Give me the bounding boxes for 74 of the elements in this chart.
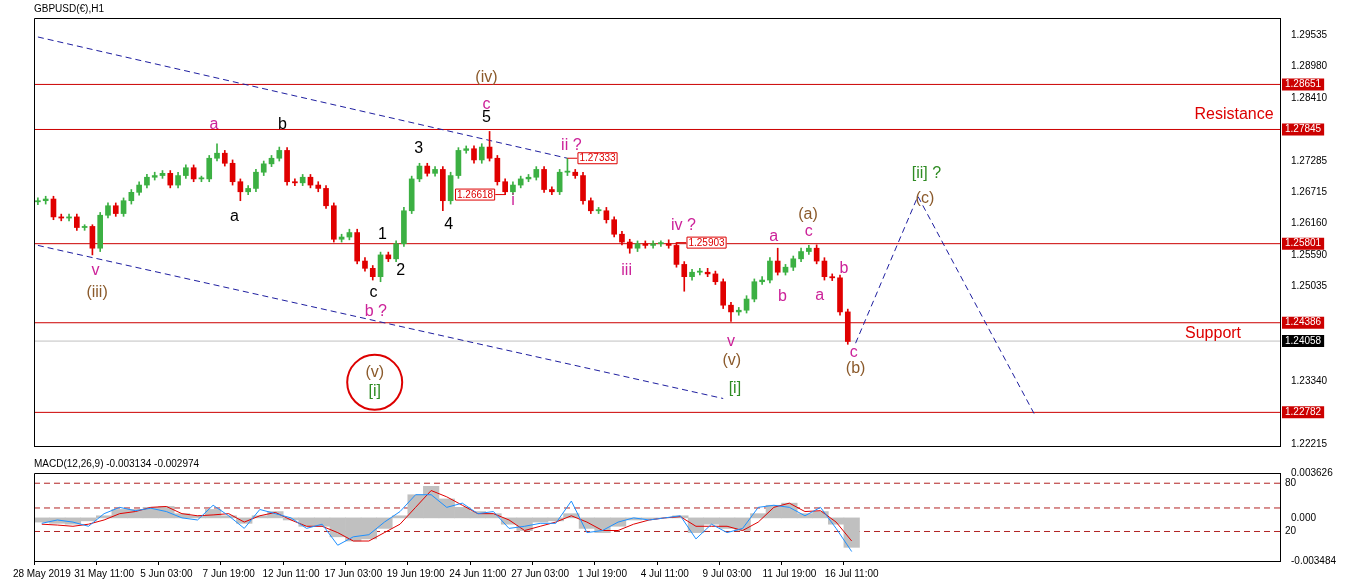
x-tick-label: 1 Jul 19:00 bbox=[578, 567, 628, 579]
annotation: a bbox=[815, 285, 825, 303]
y-tick-label: 1.26715 bbox=[1291, 186, 1328, 198]
annotation: 1.27333 bbox=[579, 152, 617, 164]
x-tick-label: 16 Jul 11:00 bbox=[824, 567, 879, 579]
annotation: c bbox=[849, 342, 858, 360]
annotation: [i] bbox=[368, 382, 381, 400]
x-tick-label: 27 Jun 03:00 bbox=[511, 567, 570, 579]
annotation: a bbox=[230, 207, 240, 225]
annotation: (a) bbox=[798, 204, 818, 222]
text: 80 bbox=[1285, 476, 1297, 488]
x-tick-label: 11 Jul 19:00 bbox=[762, 567, 817, 579]
y-tick-label: 1.28410 bbox=[1291, 91, 1328, 103]
annotation: i bbox=[511, 190, 515, 208]
ref-line-label: 1.24058 bbox=[1285, 334, 1322, 346]
annotation: (v) bbox=[722, 350, 742, 368]
y-tick-label: 1.23340 bbox=[1291, 374, 1328, 386]
ref-line-label: 1.27845 bbox=[1285, 123, 1322, 135]
annotation: iv ? bbox=[671, 215, 697, 233]
y-tick-label: 1.28980 bbox=[1291, 59, 1328, 71]
annotation: [ii] ? bbox=[911, 163, 942, 181]
ref-line-label: 1.28651 bbox=[1285, 78, 1322, 90]
y-tick-label: 1.25035 bbox=[1291, 280, 1328, 292]
y-tick-label: 0.003626 bbox=[1291, 466, 1334, 478]
x-tick-label: 7 Jun 19:00 bbox=[202, 567, 256, 579]
y-tick-label: 1.27285 bbox=[1291, 154, 1328, 166]
annotation: 1.25903 bbox=[688, 236, 726, 248]
annotation: Resistance bbox=[1194, 104, 1274, 122]
annotation: 4 bbox=[444, 215, 454, 233]
annotation: (iii) bbox=[86, 282, 108, 300]
annotation: Support bbox=[1185, 324, 1242, 342]
ref-line-label: 1.25801 bbox=[1285, 237, 1322, 249]
text: 20 bbox=[1285, 525, 1297, 537]
annotation: b bbox=[839, 258, 849, 276]
y-tick-label: -0.003484 bbox=[1291, 554, 1337, 566]
annotation: (v) bbox=[365, 363, 385, 381]
chart-title: GBPUSD(€),H1 bbox=[34, 2, 105, 14]
annotation: [i] bbox=[728, 379, 742, 397]
y-tick-label: 0.000 bbox=[1291, 511, 1317, 523]
annotation: v bbox=[91, 260, 100, 278]
annotation: 3 bbox=[414, 139, 424, 157]
annotation: b ? bbox=[364, 302, 388, 320]
x-tick-label: 5 Jun 03:00 bbox=[140, 567, 193, 579]
annotation: ii ? bbox=[561, 136, 582, 154]
annotation: 1 bbox=[378, 225, 388, 243]
x-tick-label: 19 Jun 19:00 bbox=[386, 567, 445, 579]
x-tick-label: 28 May 2019 bbox=[12, 567, 72, 579]
y-tick-label: 1.22215 bbox=[1291, 437, 1328, 449]
x-tick-label: 17 Jun 03:00 bbox=[324, 567, 383, 579]
annotation: iii bbox=[621, 260, 632, 278]
annotation: c bbox=[804, 221, 813, 239]
ref-line-label: 1.24386 bbox=[1285, 316, 1322, 328]
y-tick-label: 1.26160 bbox=[1291, 217, 1328, 229]
y-tick-label: 1.29535 bbox=[1291, 28, 1328, 40]
annotation: (c) bbox=[915, 189, 935, 207]
annotation: a bbox=[209, 115, 219, 133]
annotation: c bbox=[369, 283, 378, 301]
x-tick-label: 9 Jul 03:00 bbox=[702, 567, 752, 579]
annotation: b bbox=[277, 114, 287, 132]
annotation: (b) bbox=[845, 359, 866, 377]
x-tick-label: 24 Jun 11:00 bbox=[449, 567, 507, 579]
chart-title: MACD(12,26,9) -0.003134 -0.002974 bbox=[34, 457, 200, 469]
x-tick-label: 31 May 11:00 bbox=[74, 567, 135, 579]
annotation: a bbox=[769, 226, 779, 244]
annotation: 2 bbox=[396, 260, 406, 278]
y-tick-label: 1.25590 bbox=[1291, 249, 1328, 261]
annotation: v bbox=[726, 331, 735, 349]
x-tick-label: 4 Jul 11:00 bbox=[640, 567, 690, 579]
x-tick-label: 12 Jun 11:00 bbox=[262, 567, 320, 579]
annotation: (iv) bbox=[475, 68, 498, 86]
annotation: b bbox=[777, 287, 787, 305]
ref-line-label: 1.22782 bbox=[1285, 406, 1322, 418]
annotation: 5 bbox=[482, 108, 491, 126]
annotation: 1.26618 bbox=[457, 188, 494, 200]
